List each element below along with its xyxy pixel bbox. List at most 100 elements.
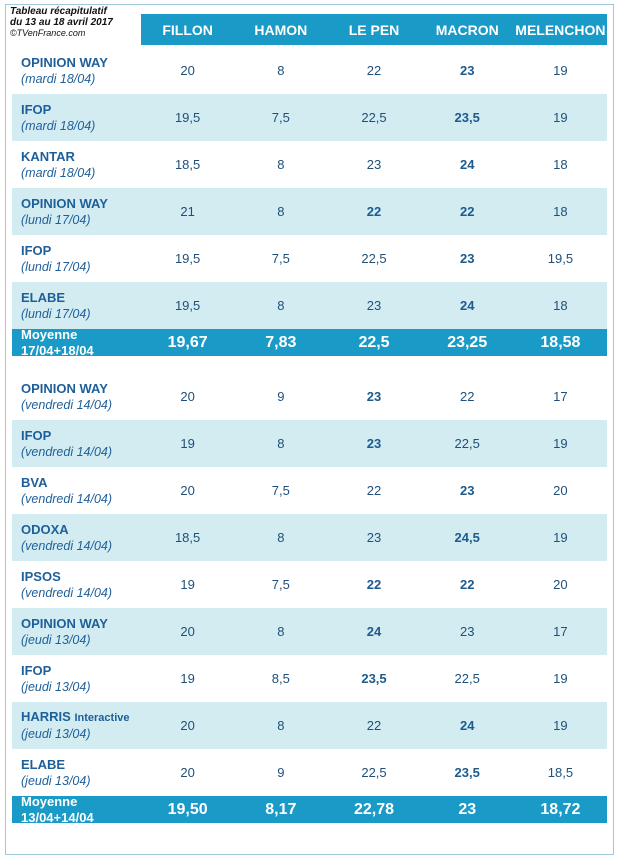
value-cell: 7,5	[271, 251, 290, 266]
value-cells: 19,50 8,17 22,78 23 18,72	[141, 801, 607, 819]
table-row: OPINION WAY (lundi 17/04) 21 8 22 22 18	[12, 188, 607, 235]
poll-date: (vendredi 14/04)	[21, 444, 113, 459]
value-cell: 18	[553, 298, 568, 313]
value-cell: 23	[366, 436, 382, 451]
institute-name: BVA	[21, 474, 48, 490]
institute-cell: OPINION WAY (vendredi 14/04)	[12, 381, 141, 413]
average-row: Moyenne 17/04+18/04 19,67 7,83 22,5 23,25 18,…	[12, 327, 607, 359]
poll-date: (lundi 17/04)	[21, 259, 91, 274]
value-cell: 22	[459, 577, 475, 592]
table-row: IFOP (jeudi 13/04) 19 8,5 23,5 22,5 19	[12, 655, 607, 702]
value-cell: 17	[553, 389, 568, 404]
value-cells: 18,5 8 23 24,5 19	[141, 530, 607, 545]
value-cell: 8	[277, 436, 285, 451]
value-cells: 19,67 7,83 22,5 23,25 18,58	[141, 334, 607, 352]
value-cell: 9	[277, 765, 285, 780]
value-cell: 7,5	[271, 110, 290, 125]
value-cell: 22,5	[361, 110, 387, 125]
institute-name-line: OPINION WAY	[21, 381, 141, 397]
value-cell: 18,72	[540, 800, 581, 818]
value-cell: 23	[366, 298, 382, 313]
table-row: OPINION WAY (vendredi 14/04) 20 9 23 22 17	[12, 373, 607, 420]
value-cells: 19,5 7,5 22,5 23,5 19	[141, 110, 607, 125]
table-row: IPSOS (vendredi 14/04) 19 7,5 22 22 20	[12, 561, 607, 608]
value-cell: 23	[366, 530, 382, 545]
value-cell: 24	[459, 298, 475, 313]
value-cell: 23,5	[361, 671, 387, 686]
value-cells: 19,5 7,5 22,5 23 19,5	[141, 251, 607, 266]
institute-name: Moyenne 13/04+14/04	[21, 793, 94, 825]
institute-cell: OPINION WAY (mardi 18/04)	[12, 55, 141, 87]
value-cell: 19	[553, 671, 568, 686]
institute-name: OPINION WAY	[21, 54, 108, 70]
value-cell: 8	[277, 204, 285, 219]
institute-name-line: ODOXA	[21, 522, 141, 538]
value-cells: 20 8 22 23 19	[141, 63, 607, 78]
institute-name-line: ELABE	[21, 290, 141, 306]
value-cell: 22	[366, 483, 382, 498]
value-cell: 19,5	[174, 251, 201, 266]
value-cell: 7,83	[265, 333, 297, 351]
value-cell: 23	[459, 251, 475, 266]
column-header: MACRON	[435, 21, 499, 38]
institute-cell: ODOXA (vendredi 14/04)	[12, 522, 141, 554]
table-row: OPINION WAY (jeudi 13/04) 20 8 24 23 17	[12, 608, 607, 655]
value-cell: 22	[366, 718, 382, 733]
value-cell: 8	[277, 157, 285, 172]
value-cell: 23	[459, 63, 475, 78]
table-row: BVA (vendredi 14/04) 20 7,5 22 23 20	[12, 467, 607, 514]
table-row: KANTAR (mardi 18/04) 18,5 8 23 24 18	[12, 141, 607, 188]
table-row: IFOP (vendredi 14/04) 19 8 23 22,5 19	[12, 420, 607, 467]
value-cell: 22,5	[454, 671, 480, 686]
value-cell: 7,5	[271, 577, 290, 592]
poll-date: (vendredi 14/04)	[21, 538, 113, 553]
institute-cell: IFOP (vendredi 14/04)	[12, 428, 141, 460]
institute-cell: IPSOS (vendredi 14/04)	[12, 569, 141, 601]
value-cell: 18	[553, 157, 568, 172]
value-cell: 19	[180, 436, 195, 451]
caption-source: ©TVenFrance.com	[10, 28, 86, 38]
value-cell: 22,5	[358, 333, 390, 351]
value-cell: 8	[277, 298, 285, 313]
table-caption: Tableau récapitulatif du 13 au 18 avril …	[10, 6, 140, 39]
institute-name: IFOP	[21, 662, 52, 678]
poll-date: (lundi 17/04)	[21, 212, 91, 227]
institute-name-line: IFOP	[21, 102, 141, 118]
institute-name: IPSOS	[21, 568, 61, 584]
table-row: HARRIS Interactive (jeudi 13/04) 20 8 22 24 19	[12, 702, 607, 749]
value-cell: 22	[459, 204, 475, 219]
value-cells: 19 7,5 22 22 20	[141, 577, 607, 592]
institute-name: Moyenne 17/04+18/04	[21, 326, 94, 358]
value-cell: 18,5	[174, 530, 201, 545]
value-cell: 19,67	[167, 333, 208, 351]
value-cell: 22	[459, 389, 475, 404]
value-cell: 19	[553, 63, 568, 78]
value-cell: 19,5	[174, 110, 201, 125]
institute-name-line: ELABE	[21, 757, 141, 773]
value-cells: 20 9 23 22 17	[141, 389, 607, 404]
institute-name-line: HARRIS Interactive	[21, 709, 141, 726]
table-row: ELABE (lundi 17/04) 19,5 8 23 24 18	[12, 282, 607, 329]
institute-name: IFOP	[21, 242, 52, 258]
institute-cell: ELABE (lundi 17/04)	[12, 290, 141, 322]
column-header: LE PEN	[348, 21, 400, 38]
value-cells: 19 8,5 23,5 22,5 19	[141, 671, 607, 686]
value-cell: 22	[366, 577, 382, 592]
institute-cell: KANTAR (mardi 18/04)	[12, 149, 141, 181]
poll-date: (mardi 18/04)	[21, 71, 96, 86]
value-cell: 20	[553, 483, 568, 498]
institute-cell: OPINION WAY (lundi 17/04)	[12, 196, 141, 228]
value-cell: 19	[553, 110, 568, 125]
value-cell: 21	[180, 204, 195, 219]
caption-subtitle: du 13 au 18 avril 2017	[10, 17, 113, 28]
institute-name-line: Moyenne 17/04+18/04	[21, 327, 141, 359]
institute-name: OPINION WAY	[21, 615, 108, 631]
value-cell: 19,50	[167, 800, 208, 818]
institute-name: OPINION WAY	[21, 195, 108, 211]
value-cell: 23	[366, 157, 382, 172]
institute-name: KANTAR	[21, 148, 75, 164]
value-cell: 19,5	[174, 298, 201, 313]
value-cell: 24	[459, 718, 475, 733]
value-cell: 24	[366, 624, 382, 639]
poll-date: (jeudi 13/04)	[21, 727, 91, 741]
